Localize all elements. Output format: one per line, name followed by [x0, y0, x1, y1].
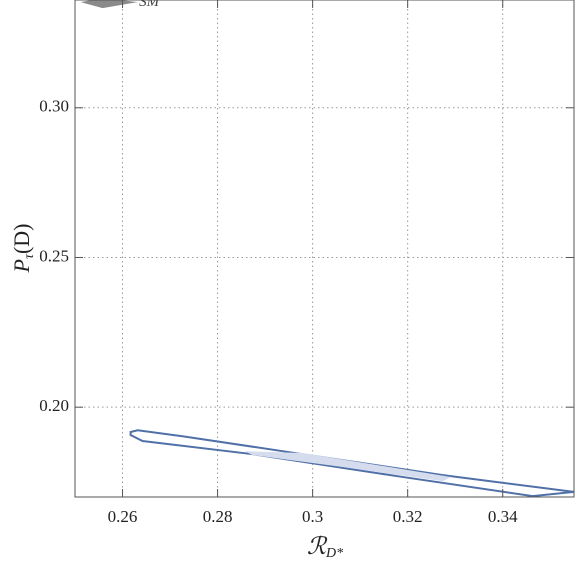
- x-tick-label: 0.26: [108, 507, 138, 526]
- y-label-sub: τ: [22, 253, 37, 259]
- plot-frame: [74, 0, 575, 498]
- y-label-rest: (D): [9, 223, 34, 254]
- x-tick-label: 0.32: [393, 507, 423, 526]
- x-tick-label: 0.28: [203, 507, 233, 526]
- x-tick-label: 0.3: [302, 507, 323, 526]
- x-axis-label: ℛD*: [307, 534, 343, 562]
- contour-region: [80, 0, 138, 9]
- y-axis-label: Pτ(D): [9, 223, 37, 273]
- x-label-main: ℛ: [307, 534, 328, 560]
- contour-region: [244, 451, 451, 482]
- x-tick-label: 0.34: [488, 507, 518, 526]
- y-tick-label: 0.25: [39, 246, 69, 265]
- y-label-main: P: [9, 259, 34, 273]
- x-label-sub: D*: [325, 546, 343, 561]
- annotation: SM: [139, 0, 161, 10]
- y-tick-label: 0.30: [39, 97, 69, 116]
- contour-region: [129, 429, 574, 497]
- y-tick-label: 0.20: [39, 396, 69, 415]
